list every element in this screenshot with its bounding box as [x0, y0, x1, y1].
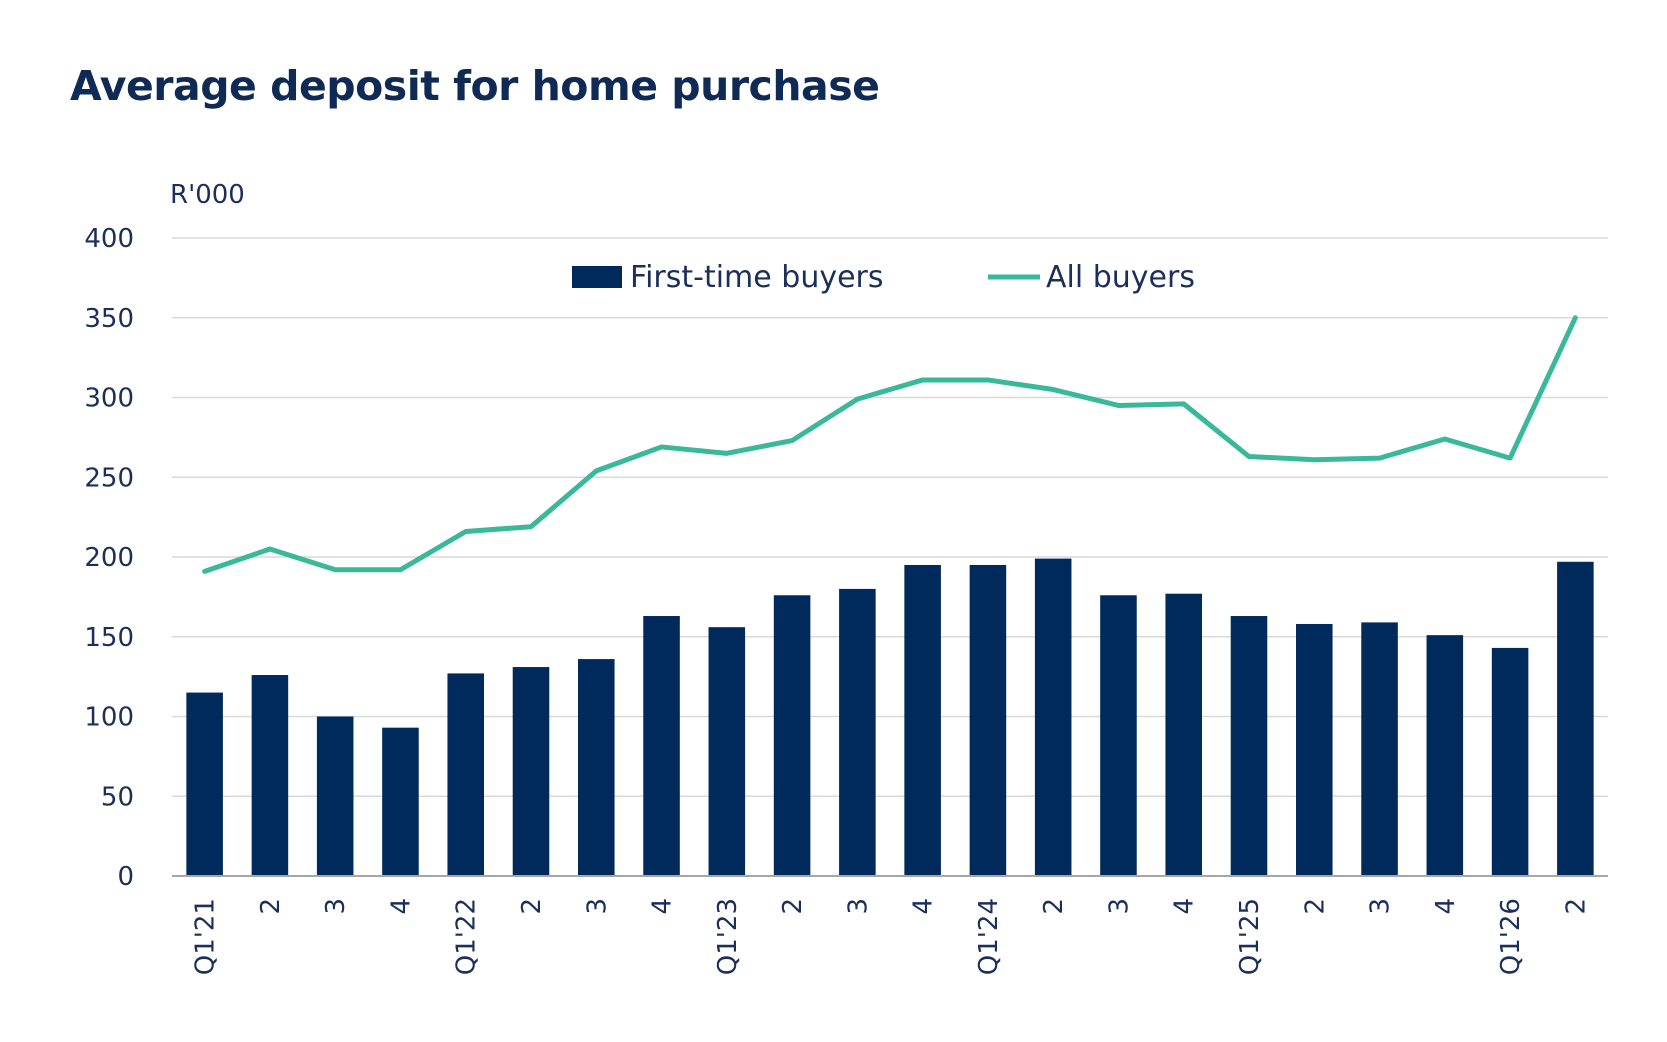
bar-first-time-buyers: [1557, 561, 1594, 876]
y-tick-label: 250: [84, 463, 134, 493]
bar-first-time-buyers: [1230, 616, 1268, 876]
x-tick-label: 3: [582, 898, 612, 915]
legend-swatch-first-time-buyers: [572, 266, 622, 288]
y-tick-label: 50: [101, 782, 134, 812]
bar-first-time-buyers: [316, 716, 354, 876]
y-tick-label: 100: [84, 703, 134, 733]
x-tick-label: 2: [256, 898, 286, 915]
x-tick-label: 3: [1104, 898, 1134, 915]
x-tick-label: 4: [648, 898, 678, 915]
y-axis-unit-label: R'000: [170, 180, 245, 210]
x-tick-label: 3: [321, 898, 351, 915]
axes: 0 50 100 150 200 250 300 350 400 R'000 Q1'21 2 3 4 Q1'…: [84, 180, 1608, 975]
bar-first-time-buyers: [1491, 647, 1529, 876]
chart-title: Average deposit for home purchase: [70, 62, 880, 110]
bar-first-time-buyers: [186, 692, 223, 876]
bar-first-time-buyers: [512, 667, 550, 876]
y-tick-label: 400: [84, 224, 134, 254]
bar-first-time-buyers: [969, 564, 1007, 876]
x-tick-label: 3: [1366, 898, 1396, 915]
x-tick-label: 3: [843, 898, 873, 915]
x-tick-label: 2: [1039, 898, 1069, 915]
legend-label-first-time-buyers: First-time buyers: [630, 260, 884, 295]
x-tick-label: 4: [1170, 898, 1200, 915]
y-tick-label: 0: [117, 862, 134, 892]
line-series: [202, 315, 1578, 574]
bar-first-time-buyers: [447, 673, 485, 876]
bar-first-time-buyers: [643, 616, 680, 876]
x-tick-label: Q1'22: [452, 898, 482, 975]
y-tick-label: 350: [84, 304, 134, 334]
bar-first-time-buyers: [708, 627, 746, 876]
x-tick-label: 4: [1431, 898, 1461, 915]
legend: First-time buyers All buyers: [572, 260, 1195, 295]
y-tick-label: 200: [84, 543, 134, 573]
bar-first-time-buyers: [1165, 593, 1203, 876]
bar-first-time-buyers: [577, 659, 615, 876]
bar-first-time-buyers: [839, 588, 876, 876]
x-tick-label: 4: [386, 898, 416, 915]
bar-first-time-buyers: [251, 675, 289, 876]
x-tick-label: Q1'26: [1496, 898, 1526, 975]
bar-first-time-buyers: [382, 727, 419, 876]
x-tick-label: Q1'23: [713, 898, 743, 975]
bar-first-time-buyers: [1426, 635, 1464, 876]
bar-first-time-buyers: [1034, 558, 1072, 876]
x-tick-label: 2: [1561, 898, 1591, 915]
bar-first-time-buyers: [1100, 595, 1137, 876]
x-tick-label: Q1'25: [1235, 898, 1265, 975]
y-tick-label: 300: [84, 384, 134, 414]
y-tick-label: 150: [84, 623, 134, 653]
x-tick-label: 2: [517, 898, 547, 915]
x-tick-label: 2: [778, 898, 808, 915]
legend-label-all-buyers: All buyers: [1046, 260, 1195, 295]
bar-first-time-buyers: [904, 564, 941, 876]
bar-first-time-buyers: [773, 595, 811, 876]
line-all-buyers: [202, 315, 1578, 574]
x-tick-label: 4: [909, 898, 939, 915]
x-tick-label: 2: [1300, 898, 1330, 915]
bar-series: [186, 558, 1594, 876]
x-tick-label: Q1'24: [974, 898, 1004, 975]
bar-first-time-buyers: [1295, 623, 1333, 876]
bar-first-time-buyers: [1361, 622, 1398, 876]
x-tick-label: Q1'21: [191, 898, 221, 975]
